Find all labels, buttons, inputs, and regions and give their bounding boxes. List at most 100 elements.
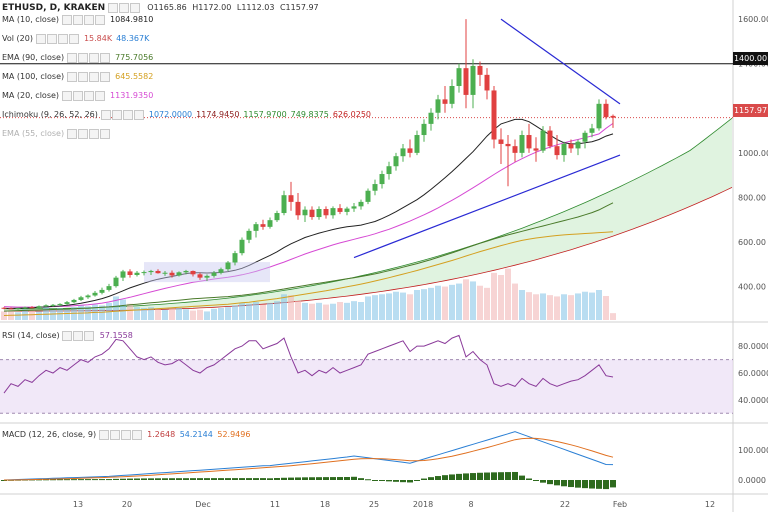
candle-body [512,146,518,153]
eye-icon[interactable] [73,90,84,101]
volume-bar [428,287,434,320]
volume-bar [274,301,280,320]
candle-body [519,135,525,153]
close-icon[interactable] [122,109,133,120]
macd-close-icon[interactable] [120,429,131,440]
close-icon[interactable] [89,128,100,139]
indicator-row: EMA (55, close) [2,128,111,140]
macd-histogram-bar [260,478,266,480]
macd-histogram-bar [428,477,434,480]
macd-histogram-bar [582,480,588,489]
eye-icon[interactable] [78,52,89,63]
candle-body [442,99,448,104]
volume-bar [372,295,378,320]
volume-bar [64,309,70,320]
eye-icon[interactable] [78,128,89,139]
rsi-settings-icon[interactable] [62,330,73,341]
settings-icon[interactable] [62,90,73,101]
price-tick-label: 800.00 [738,193,766,202]
candle-body [561,143,567,156]
volume-bar [141,308,147,320]
eye-icon[interactable] [46,33,57,44]
settings-icon[interactable] [100,109,111,120]
rsi-label[interactable]: RSI (14, close) [2,331,60,340]
time-tick-label: 18 [320,500,330,509]
macd-histogram-bar [281,477,287,480]
macd-histogram-bar [351,476,357,480]
candle-body [533,148,539,151]
candle-body [155,270,161,274]
macd-histogram-bar [127,478,133,480]
indicator-name[interactable]: MA (20, close) [2,91,60,100]
settings-icon[interactable] [67,128,78,139]
candle-body [337,208,343,212]
settings-icon[interactable] [62,14,73,25]
indicator-name[interactable]: EMA (55, close) [2,129,65,138]
volume-bar [344,302,350,320]
more-icon[interactable] [100,52,111,63]
eye-icon[interactable] [73,14,84,25]
macd-histogram-bar [498,472,504,480]
more-icon[interactable] [100,128,111,139]
macd-eye-icon[interactable] [109,429,120,440]
volume-bar [498,275,504,320]
time-tick-label: 11 [270,500,280,509]
macd-histogram-bar [456,473,462,480]
ma10-line [4,118,614,309]
indicator-name[interactable]: EMA (90, close) [2,53,65,62]
settings-icon[interactable] [107,2,118,13]
close-icon[interactable] [84,14,95,25]
macd-more-icon[interactable] [131,429,142,440]
more-icon[interactable] [100,71,111,82]
more-icon[interactable] [95,90,106,101]
rsi-tick-label: 40.0000 [738,396,768,405]
ohlc-close: C1157.97 [279,3,319,12]
indicator-name[interactable]: MA (10, close) [2,15,60,24]
candle-body [22,307,28,309]
candle-body [575,141,581,149]
indicator-name[interactable]: MA (100, close) [2,72,65,81]
volume-bar [267,302,273,320]
candle-body [316,209,322,218]
close-icon[interactable] [89,52,100,63]
rsi-eye-icon[interactable] [73,330,84,341]
eye-icon[interactable] [111,109,122,120]
candle-body [239,239,245,254]
symbol-title[interactable]: ETHUSD, D, KRAKEN [2,3,106,13]
candle-body [232,253,238,263]
macd-histogram-bar [211,478,217,480]
volume-bar [505,268,511,320]
candle-body [92,292,98,296]
macd-histogram-bar [414,480,420,481]
candle-body [50,304,56,306]
more-icon[interactable] [68,33,79,44]
more-icon[interactable] [133,109,144,120]
hline-price-chip: 1400.00 [733,52,768,65]
macd-histogram-bar [442,475,448,480]
more-icon[interactable] [95,14,106,25]
ohlc-low: L1112.03 [236,3,275,12]
close-icon[interactable] [57,33,68,44]
macd-settings-icon[interactable] [98,429,109,440]
settings-icon[interactable] [67,52,78,63]
indicator-value: 645.5582 [115,72,154,81]
candle-body [29,307,35,309]
volume-bar [519,290,525,320]
close-icon[interactable] [89,71,100,82]
candle-body [344,208,350,212]
eye-icon[interactable] [118,2,129,13]
indicator-name[interactable]: Ichimoku (9, 26, 52, 26) [2,110,98,119]
volume-bar [169,308,175,320]
indicator-name[interactable]: Vol (20) [2,34,33,43]
close-icon[interactable] [129,2,140,13]
close-icon[interactable] [84,90,95,101]
candle-body [540,130,546,151]
macd-label[interactable]: MACD (12, 26, close, 9) [2,430,97,439]
rsi-close-icon[interactable] [84,330,95,341]
settings-icon[interactable] [35,33,46,44]
eye-icon[interactable] [78,71,89,82]
settings-icon[interactable] [67,71,78,82]
macd-histogram-bar [64,479,70,481]
macd-histogram-bar [302,477,308,480]
